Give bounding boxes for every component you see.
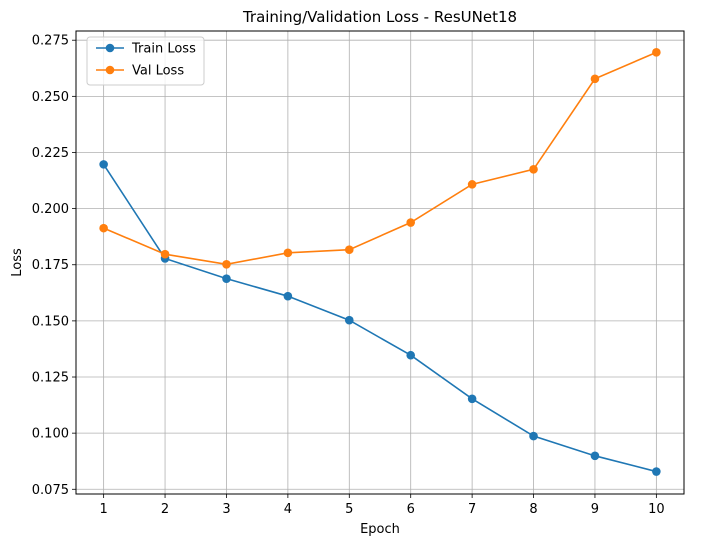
data-point (467, 394, 477, 404)
data-point (652, 467, 661, 476)
legend-item: Val Loss (96, 64, 184, 79)
y-tick-label: 0.150 (32, 314, 69, 329)
y-tick-label: 0.200 (32, 202, 69, 217)
data-point (529, 165, 538, 174)
y-tick-label: 0.175 (32, 258, 69, 273)
y-tick-label: 0.125 (32, 371, 69, 386)
series-val-loss (99, 48, 661, 269)
x-tick-label: 8 (529, 502, 537, 517)
data-point (344, 315, 354, 325)
x-tick-label: 4 (284, 502, 292, 517)
legend-label: Train Loss (131, 42, 196, 57)
x-tick-label: 7 (468, 502, 476, 517)
x-axis-label: Epoch (360, 522, 400, 537)
x-tick-label: 9 (591, 502, 599, 517)
y-tick-label: 0.225 (32, 146, 69, 161)
y-tick-label: 0.250 (32, 90, 69, 105)
plot-frame (75, 30, 685, 495)
series-line (103, 51, 657, 266)
data-point (283, 291, 293, 301)
x-tick-label: 3 (222, 502, 230, 517)
data-point (406, 218, 416, 227)
data-point (652, 48, 661, 57)
x-tick-label: 10 (648, 502, 665, 517)
data-point (99, 223, 108, 233)
data-point (283, 248, 293, 258)
x-tick-label: 1 (99, 502, 107, 517)
y-tick-label: 0.275 (32, 34, 69, 49)
legend-item: Train Loss (96, 42, 196, 57)
legend-marker (105, 43, 115, 53)
data-point (590, 74, 600, 84)
x-axis: 1 2 3 4 5 6 7 8 9 10 (99, 494, 665, 517)
x-tick-label: 5 (345, 502, 353, 517)
y-axis-label: Loss (10, 248, 25, 277)
series-line (102, 163, 657, 473)
grid (76, 31, 684, 494)
data-point (222, 274, 231, 283)
y-tick-label: 0.100 (32, 427, 69, 442)
data-point (344, 245, 354, 255)
x-tick-label: 2 (161, 502, 169, 517)
legend: Train Loss Val Loss (86, 36, 205, 86)
data-point (99, 160, 108, 169)
y-axis: 0.075 0.100 0.125 0.150 0.175 0.200 0.225 0.250… (32, 34, 76, 498)
legend-marker (105, 65, 115, 75)
x-tick-label: 6 (407, 502, 415, 517)
data-point (222, 259, 231, 269)
data-point (467, 180, 477, 189)
data-point (529, 431, 538, 441)
data-point (590, 451, 600, 461)
legend-box (86, 36, 205, 86)
series-group (99, 48, 661, 476)
data-point (160, 249, 170, 259)
y-tick-label: 0.075 (32, 483, 69, 498)
legend-label: Val Loss (132, 64, 184, 79)
data-point (406, 350, 416, 360)
series-train-loss (99, 160, 661, 476)
chart-title: Training/Validation Loss - ResUNet18 (242, 8, 517, 26)
